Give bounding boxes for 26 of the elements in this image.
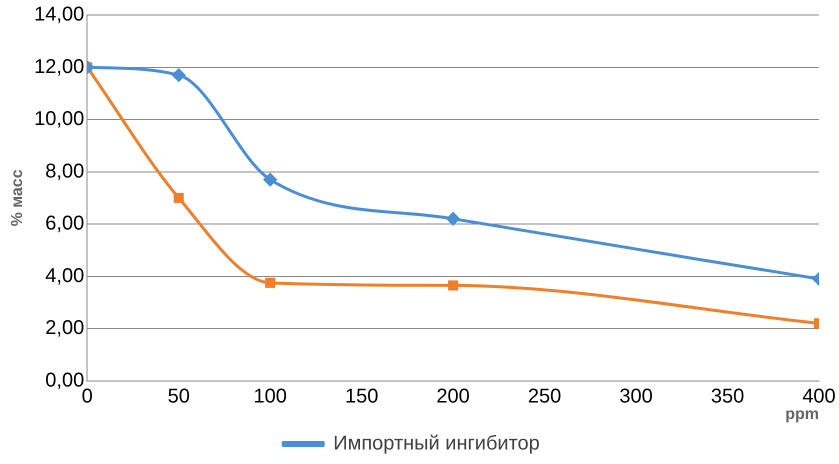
x-tick-label: 300	[619, 385, 653, 408]
y-axis-title: % масс	[9, 169, 26, 226]
x-tick-label: 50	[168, 385, 190, 408]
x-tick-label: 400	[802, 385, 836, 408]
x-tick-label: 200	[436, 385, 470, 408]
y-tick-label: 4,00	[45, 264, 84, 287]
x-tick-label: 100	[254, 385, 287, 408]
x-tick-label: 350	[710, 385, 744, 408]
legend-label: Импортный ингибитор	[333, 432, 540, 455]
y-tick-label: 12,00	[34, 56, 84, 78]
point	[264, 173, 277, 186]
y-tick-label: 0,00	[45, 369, 84, 392]
x-tick-label: 150	[344, 385, 378, 408]
point	[172, 68, 186, 82]
point	[265, 278, 276, 288]
y-tick-label: 10,00	[34, 108, 84, 130]
point	[448, 280, 458, 290]
x-axis-title: ppm	[785, 406, 819, 423]
y-tick-label: 6,00	[45, 212, 84, 235]
x-tick-label: 250	[528, 385, 562, 408]
point	[174, 192, 184, 203]
x-tick-label: 0	[82, 385, 93, 408]
y-tick-label: 2,00	[45, 317, 84, 340]
point	[446, 212, 460, 226]
y-tick-label: 8,00	[45, 160, 84, 182]
y-tick-label: 14,00	[34, 4, 84, 26]
